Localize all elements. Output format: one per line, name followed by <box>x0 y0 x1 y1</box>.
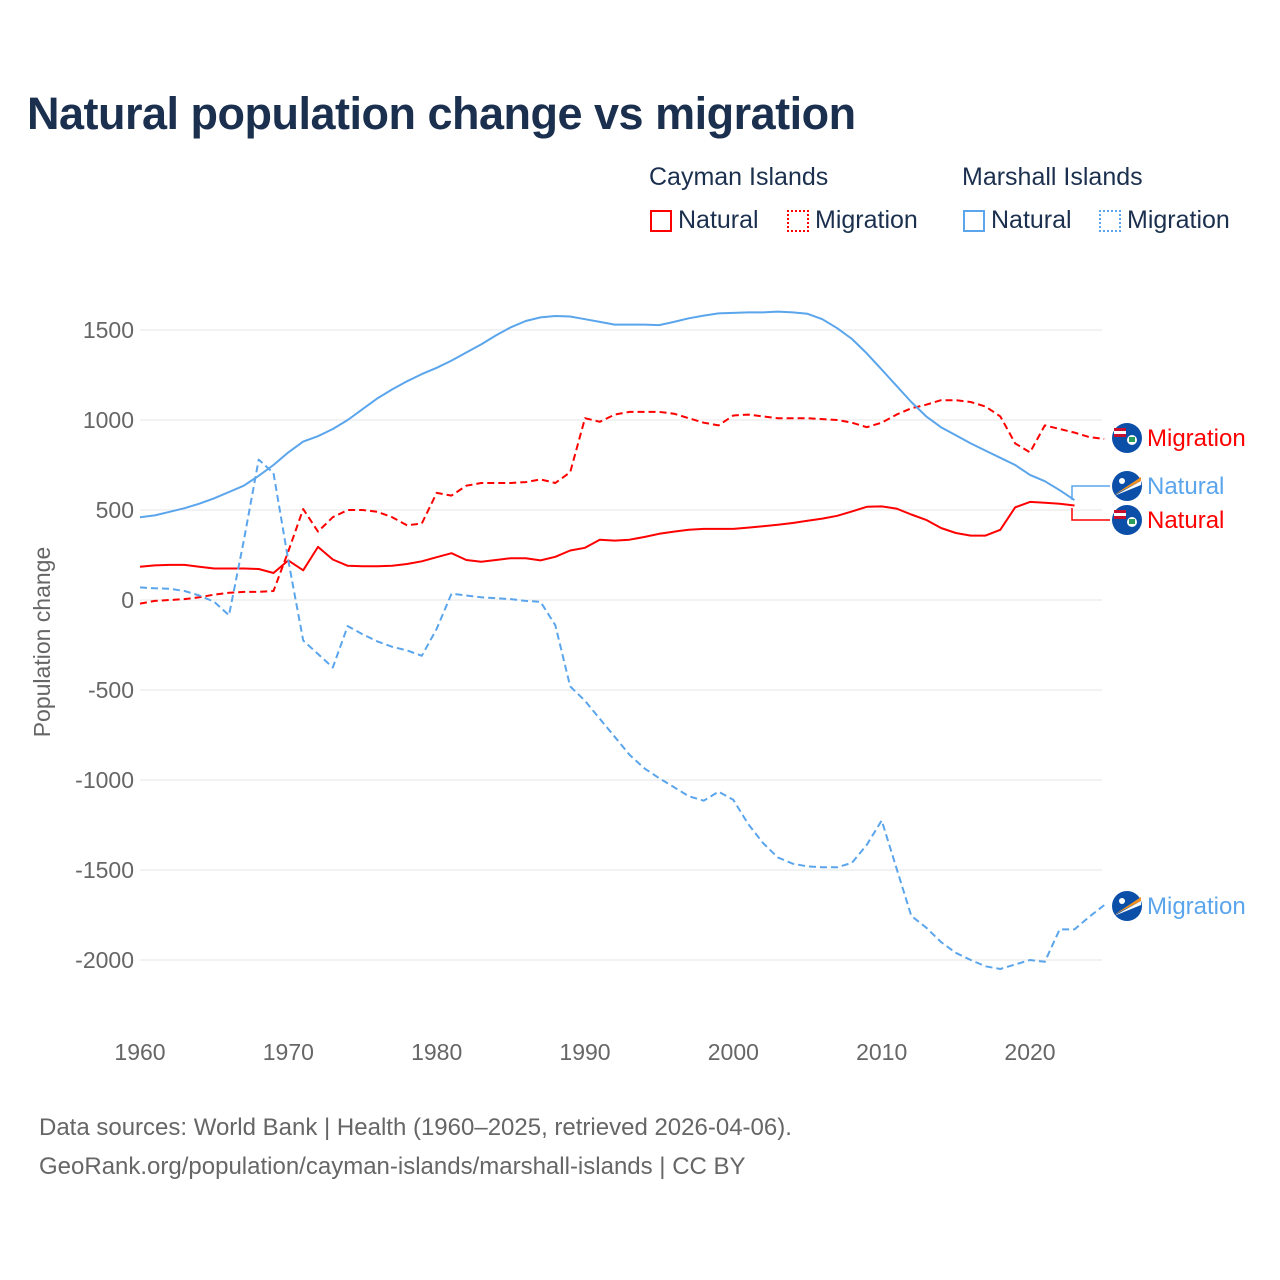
leader-line-marshall-natural <box>1071 485 1110 500</box>
legend-group-cayman: Cayman Islands <box>649 163 829 191</box>
chart-title: Natural population change vs migration <box>27 88 856 139</box>
legend-label: Migration <box>815 206 918 234</box>
y-tick-label: -2000 <box>75 947 134 973</box>
x-tick-label: 1990 <box>559 1039 610 1065</box>
x-tick-label: 2010 <box>856 1039 907 1065</box>
legend-swatch-solid-blue <box>963 209 985 232</box>
legend-swatch-dotted-red <box>787 209 809 232</box>
end-label-cayman-natural: Natural <box>1147 507 1224 534</box>
marshall-flag-icon <box>1112 891 1142 921</box>
y-tick-label: -1000 <box>75 767 134 793</box>
source-note: Data sources: World Bank | Health (1960–… <box>39 1108 792 1186</box>
y-tick-label: 1000 <box>83 407 134 433</box>
end-label-marshall-natural: Natural <box>1147 473 1224 500</box>
series-line-marshall-islands-natural <box>139 310 1076 519</box>
legend-cayman-migration[interactable]: Migration <box>787 206 918 235</box>
y-tick-label: -500 <box>88 677 134 703</box>
legend-group-marshall: Marshall Islands <box>962 163 1143 191</box>
legend-swatch-dotted-blue <box>1099 209 1121 232</box>
leader-line-cayman-natural <box>1071 508 1110 521</box>
x-tick-label: 2000 <box>708 1039 759 1065</box>
legend-label: Migration <box>1127 206 1230 234</box>
y-tick-label: -1500 <box>75 857 134 883</box>
series-line-cayman-islands-natural <box>139 500 1075 574</box>
marshall-flag-icon <box>1112 471 1142 501</box>
end-label-cayman-migration: Migration <box>1147 425 1246 452</box>
source-line-1: Data sources: World Bank | Health (1960–… <box>39 1114 792 1141</box>
y-tick-label: 0 <box>121 587 134 613</box>
x-tick-label: 2020 <box>1004 1039 1055 1065</box>
y-tick-label: 1500 <box>83 317 134 343</box>
line-chart: 1500 1000 500 0 -500 -1000 -1500 -2000 1960 1970… <box>29 310 1246 1065</box>
x-tick-label: 1970 <box>263 1039 314 1065</box>
legend-label: Natural <box>678 206 759 234</box>
legend-label: Natural <box>991 206 1072 234</box>
series-line-marshall-islands-migration <box>139 458 1105 970</box>
y-tick-label: 500 <box>96 497 134 523</box>
cayman-flag-icon <box>1112 423 1142 453</box>
x-tick-label: 1960 <box>114 1039 165 1065</box>
cayman-flag-icon <box>1112 505 1142 535</box>
x-tick-label: 1980 <box>411 1039 462 1065</box>
end-label-marshall-migration: Migration <box>1147 893 1246 920</box>
series-line-cayman-islands-migration <box>139 399 1105 605</box>
legend-marshall-migration[interactable]: Migration <box>1099 206 1230 235</box>
legend-cayman-natural[interactable]: Natural <box>650 206 759 235</box>
y-axis-label: Population change <box>29 547 55 738</box>
legend-marshall-natural[interactable]: Natural <box>963 206 1072 235</box>
source-line-2[interactable]: GeoRank.org/population/cayman-islands/ma… <box>39 1153 746 1180</box>
legend-swatch-solid-red <box>650 209 672 232</box>
